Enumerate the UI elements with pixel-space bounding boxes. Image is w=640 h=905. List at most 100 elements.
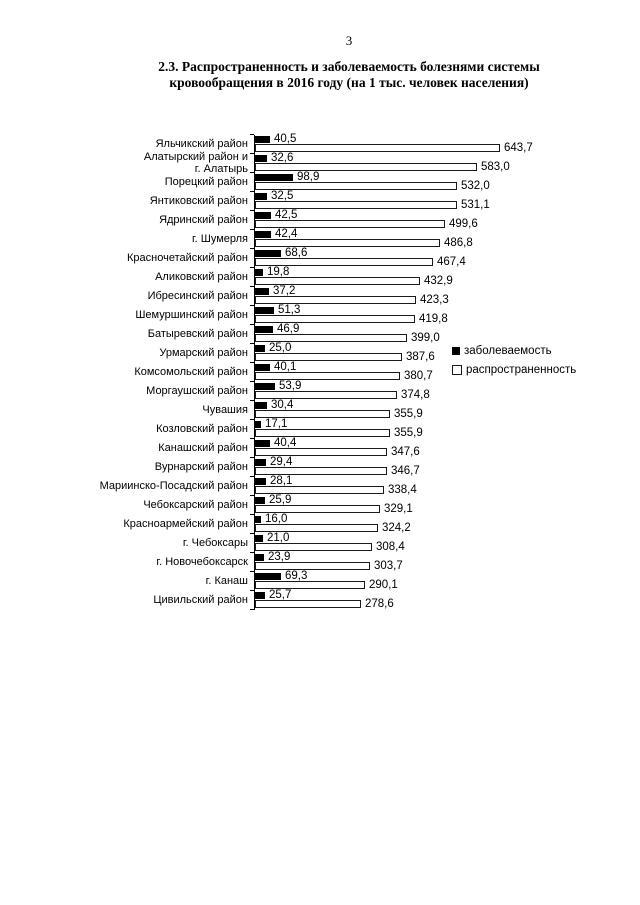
prevalence-bar bbox=[255, 505, 380, 513]
chart-row: Козловский район 17,1 355,9 bbox=[88, 418, 608, 439]
chart-title: 2.3. Распространенность и заболеваемость… bbox=[58, 59, 640, 91]
bar-group: 29,4 346,7 bbox=[250, 456, 608, 477]
legend-item-incidence: заболеваемость bbox=[452, 345, 576, 357]
category-label: г. Новочебоксарск bbox=[156, 555, 248, 568]
prevalence-bar bbox=[255, 220, 445, 228]
prevalence-value-label: 303,7 bbox=[374, 560, 403, 572]
category-label: Чувашия bbox=[202, 403, 248, 416]
prevalence-bar bbox=[255, 410, 390, 418]
category-label: Цивильский район bbox=[153, 593, 248, 606]
prevalence-value-label: 499,6 bbox=[449, 218, 478, 230]
category-label: Вурнарский район bbox=[154, 460, 248, 473]
bar-group: 30,4 355,9 bbox=[250, 399, 608, 420]
chart-row: Аликовский район 19,8 432,9 bbox=[88, 266, 608, 287]
incidence-value-label: 16,0 bbox=[265, 513, 288, 525]
incidence-value-label: 25,7 bbox=[269, 589, 292, 601]
chart-row: г. Новочебоксарск 23,9 303,7 bbox=[88, 551, 608, 572]
incidence-value-label: 98,9 bbox=[297, 171, 320, 183]
bar-group: 32,5 531,1 bbox=[250, 190, 608, 211]
category-label: Мариинско-Посадский район bbox=[99, 479, 248, 492]
incidence-bar bbox=[255, 345, 265, 352]
chart-row: Чебоксарский район 25,9 329,1 bbox=[88, 494, 608, 515]
category-label: Козловский район bbox=[156, 422, 248, 435]
incidence-value-label: 25,0 bbox=[269, 342, 292, 354]
category-label: г. Канаш bbox=[205, 574, 248, 587]
chart-row: Янтиковский район 32,5 531,1 bbox=[88, 190, 608, 211]
incidence-bar bbox=[255, 364, 270, 371]
category-label: г. Шумерля bbox=[191, 232, 248, 245]
category-label: Яльчикский район bbox=[155, 137, 248, 150]
chart-row: Цивильский район 25,7 278,6 bbox=[88, 589, 608, 610]
incidence-value-label: 23,9 bbox=[268, 551, 291, 563]
bar-group: 16,0 324,2 bbox=[250, 513, 608, 534]
chart-row: Чувашия 30,4 355,9 bbox=[88, 399, 608, 420]
prevalence-value-label: 387,6 bbox=[406, 351, 435, 363]
bar-group: 25,7 278,6 bbox=[250, 589, 608, 610]
bar-group: 19,8 432,9 bbox=[250, 266, 608, 287]
chart-row: г. Канаш 69,3 290,1 bbox=[88, 570, 608, 591]
incidence-bar bbox=[255, 288, 269, 295]
incidence-value-label: 68,6 bbox=[285, 247, 308, 259]
incidence-bar bbox=[255, 440, 270, 447]
chart-row: Мариинско-Посадский район 28,1 338,4 bbox=[88, 475, 608, 496]
bar-group: 23,9 303,7 bbox=[250, 551, 608, 572]
bar-group: 42,5 499,6 bbox=[250, 209, 608, 230]
prevalence-value-label: 324,2 bbox=[382, 522, 411, 534]
chart-title-line2: кровообращения в 2016 году (на 1 тыс. че… bbox=[169, 75, 529, 90]
category-label: Алатырский район и г. Алатырь bbox=[143, 151, 248, 175]
incidence-bar bbox=[255, 307, 274, 314]
incidence-bar bbox=[255, 592, 265, 599]
incidence-value-label: 51,3 bbox=[278, 304, 301, 316]
bar-group: 42,4 486,8 bbox=[250, 228, 608, 249]
chart-row: Шемуршинский район 51,3 419,8 bbox=[88, 304, 608, 325]
incidence-value-label: 29,4 bbox=[270, 456, 293, 468]
incidence-bar bbox=[255, 383, 275, 390]
incidence-bar bbox=[255, 421, 261, 428]
category-label: г. Чебоксары bbox=[182, 536, 248, 549]
incidence-bar bbox=[255, 250, 281, 257]
incidence-value-label: 37,2 bbox=[273, 285, 296, 297]
incidence-value-label: 28,1 bbox=[270, 475, 293, 487]
page-number: 3 bbox=[345, 33, 353, 48]
prevalence-value-label: 338,4 bbox=[388, 484, 417, 496]
incidence-bar bbox=[255, 554, 264, 561]
incidence-value-label: 69,3 bbox=[285, 570, 308, 582]
prevalence-bar bbox=[255, 391, 397, 399]
prevalence-value-label: 374,8 bbox=[401, 389, 430, 401]
incidence-value-label: 42,4 bbox=[275, 228, 298, 240]
bar-group: 68,6 467,4 bbox=[250, 247, 608, 268]
chart-title-line1: 2.3. Распространенность и заболеваемость… bbox=[158, 59, 540, 74]
prevalence-value-label: 308,4 bbox=[376, 541, 405, 553]
prevalence-value-label: 467,4 bbox=[437, 256, 466, 268]
prevalence-value-label: 486,8 bbox=[444, 237, 473, 249]
bar-group: 21,0 308,4 bbox=[250, 532, 608, 553]
prevalence-bar bbox=[255, 182, 457, 190]
prevalence-value-label: 643,7 bbox=[504, 142, 533, 154]
prevalence-value-label: 346,7 bbox=[391, 465, 420, 477]
incidence-bar bbox=[255, 212, 271, 219]
category-label: Канашский район bbox=[158, 441, 248, 454]
prevalence-value-label: 419,8 bbox=[419, 313, 448, 325]
incidence-bar bbox=[255, 231, 271, 238]
prevalence-value-label: 531,1 bbox=[461, 199, 490, 211]
incidence-bar bbox=[255, 326, 273, 333]
incidence-bar bbox=[255, 459, 266, 466]
category-label: Батыревский район bbox=[147, 327, 248, 340]
chart-legend: заболеваемость распространенность bbox=[452, 345, 576, 376]
prevalence-value-label: 583,0 bbox=[481, 161, 510, 173]
bar-group: 98,9 532,0 bbox=[250, 171, 608, 192]
category-label: Урмарский район bbox=[159, 346, 248, 359]
chart-row: Ядринский район 42,5 499,6 bbox=[88, 209, 608, 230]
category-label: Красночетайский район bbox=[127, 251, 248, 264]
bar-group: 25,0 387,6 bbox=[250, 342, 608, 363]
incidence-value-label: 21,0 bbox=[267, 532, 290, 544]
category-label: Шемуршинский район bbox=[135, 308, 248, 321]
incidence-value-label: 32,5 bbox=[271, 190, 294, 202]
incidence-value-label: 40,4 bbox=[274, 437, 297, 449]
legend-item-prevalence: распространенность bbox=[452, 364, 576, 376]
chart-row: Ибресинский район 37,2 423,3 bbox=[88, 285, 608, 306]
chart-row: Алатырский район и г. Алатырь 32,6 583,0 bbox=[88, 151, 608, 175]
incidence-bar bbox=[255, 174, 293, 181]
category-label: Янтиковский район bbox=[149, 194, 248, 207]
prevalence-bar bbox=[255, 201, 457, 209]
